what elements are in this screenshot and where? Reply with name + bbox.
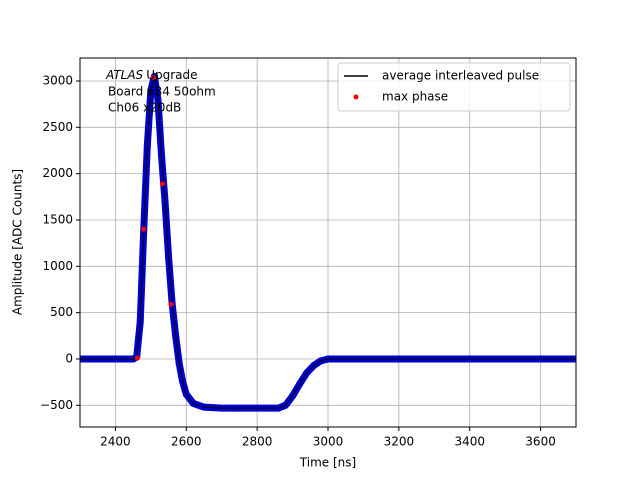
- legend-box: [337, 62, 571, 112]
- legend-marker: [353, 94, 359, 100]
- x-tick-label: 3200: [384, 435, 415, 449]
- y-tick-label: 0: [65, 351, 73, 365]
- plot: [80, 72, 576, 412]
- y-tick-label: 2500: [42, 120, 73, 134]
- max-phase-point: [141, 226, 147, 232]
- pulse-line: [80, 76, 576, 409]
- legend-label: average interleaved pulse: [382, 69, 539, 83]
- y-tick-label: 3000: [42, 73, 73, 87]
- max-phase-point: [160, 181, 166, 187]
- y-tick-label: 1500: [42, 212, 73, 226]
- max-phase-point: [150, 74, 156, 80]
- max-phase-point: [168, 301, 174, 307]
- annotation-text: Upgrade: [146, 68, 197, 82]
- x-tick-label: 3400: [454, 435, 485, 449]
- y-tick-label: 2000: [42, 166, 73, 180]
- y-axis-label: Amplitude [ADC Counts]: [11, 169, 25, 315]
- x-tick-label: 2800: [242, 435, 273, 449]
- y-tick-label: 500: [50, 305, 73, 319]
- y-tick-label: −500: [40, 398, 73, 412]
- max-phase-point: [134, 355, 140, 361]
- x-tick-label: 3000: [313, 435, 344, 449]
- annotation: Board 634 50ohm: [108, 85, 216, 99]
- annotation-italic: ATLAS: [105, 68, 144, 82]
- plot-frame: [79, 57, 577, 428]
- annotation: Ch06 x20dB: [108, 101, 181, 115]
- annotation: ATLAS Upgrade: [105, 68, 198, 82]
- legend-label: max phase: [382, 90, 448, 104]
- x-tick-label: 2400: [100, 435, 131, 449]
- y-tick-label: 1000: [42, 259, 73, 273]
- x-tick-label: 3600: [525, 435, 556, 449]
- x-tick-label: 2600: [171, 435, 202, 449]
- x-axis-label: Time [ns]: [299, 456, 356, 470]
